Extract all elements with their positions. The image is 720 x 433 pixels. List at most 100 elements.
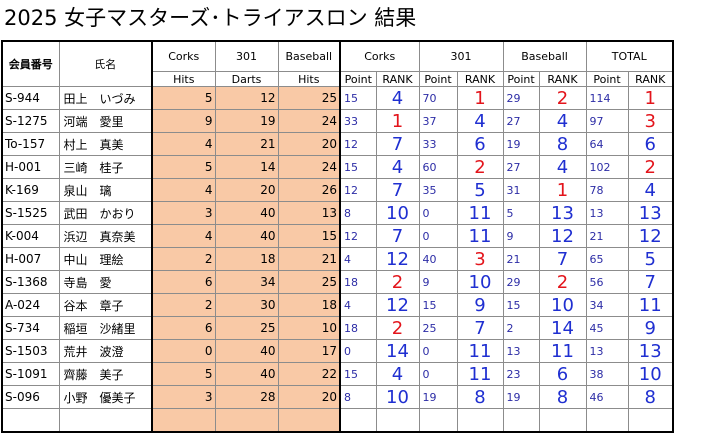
darts-rank-cell: 9 <box>456 293 504 317</box>
total-point-cell: 65 <box>585 247 629 271</box>
total-rank-cell <box>627 408 674 433</box>
corks-point-cell <box>339 408 377 433</box>
darts-rank-cell: 5 <box>456 178 504 202</box>
member-code-cell: S-1275 <box>1 109 60 133</box>
darts-group-header: 301 <box>214 40 279 72</box>
darts-rank-cell: 11 <box>456 362 504 386</box>
baseball-rank-cell: 2 <box>538 86 587 110</box>
member-code-cell: S-096 <box>1 385 60 409</box>
name-cell: 田上 いづみ <box>58 86 153 110</box>
total-point-cell: 34 <box>585 293 629 317</box>
total-point-cell: 46 <box>585 385 629 409</box>
member-code-cell: K-169 <box>1 178 60 202</box>
baseball-rank-cell: 4 <box>538 109 587 133</box>
table-row: H-007 中山 理絵 2 18 21 4 12 40 3 21 7 65 5 <box>1 247 674 271</box>
total-point-cell: 45 <box>585 316 629 340</box>
corks-hits-cell: 4 <box>151 132 216 156</box>
total-header: TOTAL <box>585 40 674 72</box>
total-point-cell: 78 <box>585 178 629 202</box>
total-point-cell: 64 <box>585 132 629 156</box>
member-code-cell: S-1503 <box>1 339 60 363</box>
darts-count-cell: 12 <box>214 86 279 110</box>
corks-point-cell: 8 <box>339 201 377 225</box>
total-point-cell: 13 <box>585 339 629 363</box>
baseball-rank-cell: 8 <box>538 385 587 409</box>
corks-rank-cell: 4 <box>375 86 420 110</box>
total-point-cell: 102 <box>585 155 629 179</box>
table-row: A-024 谷本 章子 2 30 18 4 12 15 9 15 10 34 11 <box>1 293 674 317</box>
total-rank-cell: 3 <box>627 109 674 133</box>
baseball-hits-cell: 20 <box>277 385 341 409</box>
baseball-rank-cell: 2 <box>538 270 587 294</box>
darts-point-cell: 0 <box>418 224 458 248</box>
baseball-rank-cell: 11 <box>538 339 587 363</box>
table-row: S-734 稲垣 沙緒里 6 25 10 18 2 25 7 2 14 45 9 <box>1 316 674 340</box>
darts-point-cell: 25 <box>418 316 458 340</box>
corks-rank-cell: 2 <box>375 316 420 340</box>
baseball-point-cell: 27 <box>502 155 540 179</box>
corks-point-cell: 15 <box>339 362 377 386</box>
total-point-cell: 21 <box>585 224 629 248</box>
member-code-cell: S-1091 <box>1 362 60 386</box>
baseball-point-cell: 5 <box>502 201 540 225</box>
baseball-hits-header: Hits <box>277 71 341 87</box>
baseball-point-cell: 29 <box>502 270 540 294</box>
baseball-point-cell: 9 <box>502 224 540 248</box>
baseball-hits-cell: 18 <box>277 293 341 317</box>
baseball-point-cell: 13 <box>502 339 540 363</box>
total-rank-cell: 11 <box>627 293 674 317</box>
darts-count-cell: 28 <box>214 385 279 409</box>
corks-rank-cell: 7 <box>375 178 420 202</box>
total-rank-cell: 8 <box>627 385 674 409</box>
table-row: S-944 田上 いづみ 5 12 25 15 4 70 1 29 2 114 1 <box>1 86 674 110</box>
corks-rank-header: RANK <box>375 71 420 87</box>
table-row: H-001 三崎 桂子 5 14 24 15 4 60 2 27 4 102 2 <box>1 155 674 179</box>
darts-rank-cell: 8 <box>456 385 504 409</box>
total-point-header: Point <box>585 71 629 87</box>
total-rank-cell: 9 <box>627 316 674 340</box>
corks-hits-cell: 3 <box>151 385 216 409</box>
name-cell: 荒井 波澄 <box>58 339 153 363</box>
total-rank-cell: 13 <box>627 201 674 225</box>
total-rank-cell: 12 <box>627 224 674 248</box>
baseball-point-cell: 21 <box>502 247 540 271</box>
baseball-point-cell: 29 <box>502 86 540 110</box>
darts-point-cell: 60 <box>418 155 458 179</box>
corks-point-cell: 12 <box>339 132 377 156</box>
darts-result-header: 301 <box>418 40 504 72</box>
baseball-hits-cell <box>277 408 341 433</box>
member-code-cell: H-007 <box>1 247 60 271</box>
total-rank-cell: 2 <box>627 155 674 179</box>
table-row: K-169 泉山 璃 4 20 26 12 7 35 5 31 1 78 4 <box>1 178 674 202</box>
corks-rank-cell: 12 <box>375 293 420 317</box>
name-cell: 中山 理絵 <box>58 247 153 271</box>
corks-point-cell: 33 <box>339 109 377 133</box>
darts-rank-cell: 3 <box>456 247 504 271</box>
corks-rank-cell: 4 <box>375 155 420 179</box>
darts-count-header: Darts <box>214 71 279 87</box>
member-code-cell: S-734 <box>1 316 60 340</box>
name-cell: 三崎 桂子 <box>58 155 153 179</box>
darts-rank-cell: 10 <box>456 270 504 294</box>
darts-count-cell: 14 <box>214 155 279 179</box>
header-row-1: 会員番号 氏名 Corks 301 Baseball Corks 301 Bas… <box>1 40 674 87</box>
corks-rank-cell: 7 <box>375 132 420 156</box>
corks-point-cell: 0 <box>339 339 377 363</box>
total-rank-cell: 7 <box>627 270 674 294</box>
member-code-cell: S-944 <box>1 86 60 110</box>
corks-hits-cell: 4 <box>151 224 216 248</box>
page-title: 2025 女子マスターズ･トライアスロン 結果 <box>4 6 417 30</box>
darts-rank-cell: 11 <box>456 224 504 248</box>
member-code-cell: S-1368 <box>1 270 60 294</box>
darts-count-cell <box>214 408 279 433</box>
member-code-cell: H-001 <box>1 155 60 179</box>
baseball-point-cell: 19 <box>502 385 540 409</box>
corks-point-cell: 12 <box>339 178 377 202</box>
table-row: S-1368 寺島 愛 6 34 25 18 2 9 10 29 2 56 7 <box>1 270 674 294</box>
darts-point-cell <box>418 408 458 433</box>
baseball-point-cell: 15 <box>502 293 540 317</box>
darts-count-cell: 30 <box>214 293 279 317</box>
name-cell: 谷本 章子 <box>58 293 153 317</box>
table-row: S-1503 荒井 波澄 0 40 17 0 14 0 11 13 11 13 13 <box>1 339 674 363</box>
corks-rank-cell: 4 <box>375 362 420 386</box>
